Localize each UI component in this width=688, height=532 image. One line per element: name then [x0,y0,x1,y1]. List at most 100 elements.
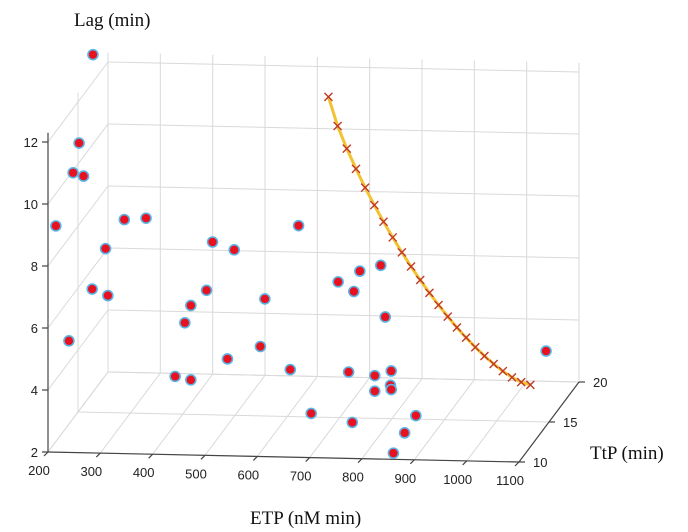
x-tick-mark [514,461,520,467]
data-point [410,409,422,422]
curve-marker [388,232,398,242]
curve-marker [507,372,517,382]
x-tick-label: 1000 [443,472,472,487]
data-point [354,265,366,277]
grid-layer [47,52,580,463]
curve-marker [342,144,352,154]
x-tick-label: 500 [185,466,207,481]
data-point [348,285,360,298]
data-point [368,369,381,382]
data-point [73,137,85,149]
x-tick-mark [200,454,206,460]
data-point [305,407,318,420]
grid-line [107,185,580,197]
data-point [67,166,79,179]
y-tick-label: 15 [563,415,577,430]
data-point [387,447,400,459]
curve-marker [406,262,416,272]
data-points [50,48,552,459]
data-point [259,293,271,305]
data-point [342,366,355,378]
data-point [50,220,62,232]
grid-line [107,61,580,73]
axes-layer [42,132,585,467]
curve-marker [415,275,425,285]
curve-marker [443,312,453,322]
z-tick-label: 6 [31,321,38,336]
curve-marker [479,351,489,361]
data-point [185,374,197,386]
x-tick-mark [148,453,154,459]
data-point [179,316,191,329]
data-point [385,383,398,396]
data-point [86,283,98,295]
curve-marker [434,300,444,310]
x-tick-label: 1100 [496,473,524,488]
data-point [346,416,359,429]
x-axis-line [47,451,520,463]
x-tick-mark [43,451,49,457]
data-point [185,299,197,312]
data-point [102,289,114,302]
data-point [63,335,75,347]
data-point [77,170,90,182]
grid-line [107,123,580,135]
grid-line [107,309,580,321]
y-tick-label: 10 [533,455,547,470]
data-point [540,345,552,357]
z-tick-label: 4 [31,383,38,398]
grid-line [107,247,580,259]
data-point [118,213,131,226]
curve-marker [424,288,434,298]
curve-marker [397,247,407,257]
curve-marker [525,380,535,390]
data-point [385,365,398,377]
x-tick-mark [252,456,258,461]
data-point [254,340,267,353]
fitted-curve [323,92,535,390]
tick-labels: 200 300 400 500 600 700 800 900 1000 1100 10 15 20 2 4… [24,135,608,488]
curve-marker [351,164,361,174]
curve-marker [452,322,462,332]
x-tick-label: 200 [28,463,50,478]
data-point [292,219,305,232]
curve-marker [333,121,343,131]
curve-marker [323,92,333,102]
x-tick-label: 700 [290,469,312,484]
curve-marker [498,366,508,376]
data-point [221,353,234,365]
y-axis-title: TtP (min) [590,443,664,464]
data-point [87,48,99,61]
data-point [368,385,381,397]
fitted-curve-line [326,96,531,387]
z-tick-label: 2 [31,445,38,460]
data-point [374,259,387,272]
curve-marker [461,333,471,343]
curve-marker [379,217,389,227]
curve-marker [470,342,480,352]
x-tick-mark [95,452,101,458]
curve-marker [360,183,370,193]
data-point [284,363,297,376]
curve-marker [516,377,526,387]
data-point [228,244,241,256]
x-axis-title: ETP (nM min) [250,508,361,529]
z-tick-label: 12 [24,135,38,150]
z-tick-label: 10 [24,197,38,212]
x-tick-label: 900 [394,471,416,486]
curve-marker [369,200,379,210]
x-tick-label: 600 [237,467,259,482]
data-point [169,370,181,383]
x-tick-mark [462,460,468,466]
x-tick-mark [357,458,363,464]
data-point [398,427,411,439]
curve-marker [489,359,499,369]
data-point [99,242,112,255]
x-tick-mark [409,459,415,465]
x-tick-mark [305,457,311,462]
data-point [206,236,219,248]
data-point [140,212,152,224]
data-point [332,276,344,288]
z-tick-label: 8 [31,259,38,274]
